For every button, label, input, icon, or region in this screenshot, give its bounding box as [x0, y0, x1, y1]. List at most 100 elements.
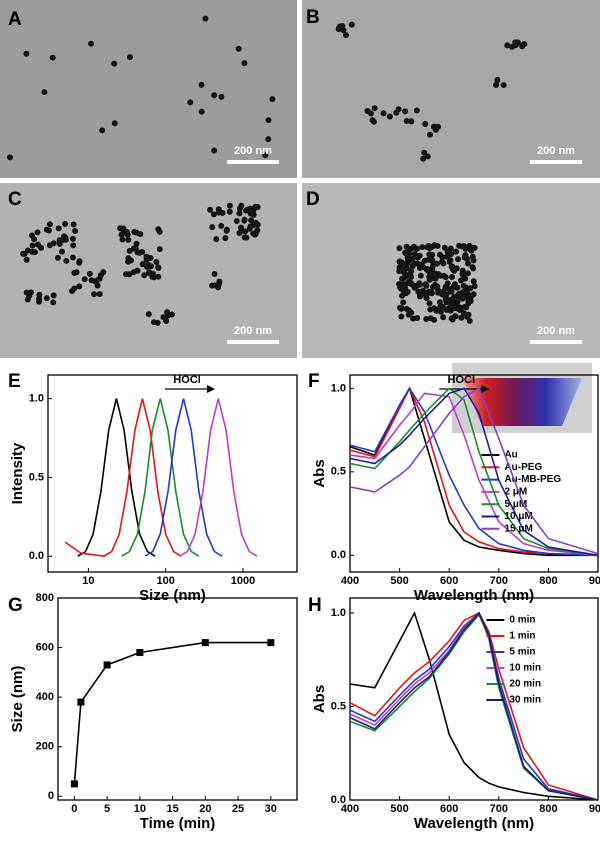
x-tick-label: 400 — [341, 803, 359, 815]
nanoparticle — [448, 274, 455, 281]
y-axis-label: Size (nm) — [9, 666, 26, 733]
y-tick-label: 0 — [48, 790, 54, 802]
legend-label: 0 min — [509, 615, 535, 626]
data-point — [267, 639, 275, 647]
x-tick-label: 15 — [166, 803, 178, 815]
x-tick-label: 25 — [232, 803, 244, 815]
nanoparticle — [446, 298, 453, 305]
nanoparticle — [46, 221, 53, 228]
nanoparticle — [413, 107, 420, 114]
nanoparticle — [398, 275, 405, 282]
nanoparticle — [219, 210, 226, 217]
nanoparticle — [126, 54, 133, 61]
nanoparticle — [424, 244, 431, 251]
nanoparticle — [141, 272, 148, 279]
nanoparticle — [441, 244, 448, 251]
nanoparticle — [440, 272, 447, 279]
nanoparticle — [462, 275, 469, 282]
series-line — [349, 392, 599, 557]
nanoparticle — [465, 297, 472, 304]
nanoparticle — [426, 273, 433, 280]
nanoparticle — [222, 235, 229, 242]
data-point — [201, 639, 209, 647]
nanoparticle — [50, 299, 57, 306]
nanoparticle — [410, 315, 417, 322]
x-tick-label: 600 — [440, 803, 458, 815]
nanoparticle — [457, 307, 464, 314]
nanoparticle — [76, 283, 83, 290]
nanoparticle — [69, 254, 76, 261]
nanoparticle — [87, 40, 94, 47]
legend-label: Au-PEG — [504, 462, 542, 473]
nanoparticle — [218, 222, 225, 229]
series-line — [179, 398, 258, 557]
legend-label: 5 μM — [504, 499, 527, 510]
nanoparticle — [29, 248, 36, 255]
nanoparticle — [465, 311, 472, 318]
nanoparticle — [241, 60, 248, 67]
nanoparticle — [70, 221, 77, 228]
nanoparticle — [407, 272, 414, 279]
y-tick-label: 1.0 — [331, 607, 346, 619]
nanoparticle — [207, 206, 214, 213]
nanoparticle — [23, 289, 30, 296]
x-tick-label: 10 — [82, 575, 94, 587]
nanoparticle — [119, 236, 126, 243]
nanoparticle — [462, 252, 469, 259]
nanoparticle — [396, 245, 403, 252]
nanoparticle — [406, 307, 413, 314]
nanoparticle — [218, 93, 225, 100]
nanoparticle — [265, 136, 272, 143]
nanoparticle — [155, 273, 162, 280]
nanoparticle — [404, 255, 411, 262]
nanoparticle — [134, 249, 141, 256]
nanoparticle — [198, 81, 205, 88]
nanoparticle — [125, 236, 132, 243]
nanoparticle — [468, 292, 475, 299]
nanoparticle — [423, 315, 430, 322]
scale-bar — [227, 340, 279, 344]
nanoparticle — [423, 295, 430, 302]
x-axis-label: Wavelength (nm) — [414, 587, 534, 604]
scale-bar — [227, 160, 279, 164]
legend-label: Au-MB-PEG — [504, 474, 561, 485]
annotation-arrowhead — [207, 385, 216, 393]
nanoparticle — [429, 251, 436, 258]
nanoparticle — [371, 105, 378, 112]
nanoparticle — [248, 217, 255, 224]
nanoparticle — [252, 220, 259, 227]
series-line — [77, 398, 156, 557]
tem-image — [0, 0, 297, 178]
nanoparticle — [24, 296, 31, 303]
nanoparticle — [76, 259, 83, 266]
nanoparticle — [396, 258, 403, 265]
x-tick-label: 700 — [490, 575, 508, 587]
nanoparticle — [43, 295, 50, 302]
nanoparticle — [139, 261, 146, 268]
nanoparticle — [396, 268, 403, 275]
legend-label: 10 min — [509, 663, 541, 674]
nanoparticle — [7, 154, 14, 161]
x-tick-label: 900 — [589, 575, 600, 587]
nanoparticle — [435, 287, 442, 294]
series-line — [349, 610, 599, 801]
nanoparticle — [401, 288, 408, 295]
legend-label: Au — [504, 450, 517, 461]
nanoparticle — [130, 269, 137, 276]
nanoparticle — [402, 108, 409, 115]
nanoparticle — [416, 280, 423, 287]
nanoparticle — [494, 76, 501, 83]
scale-label: 200 nm — [234, 145, 272, 157]
nanoparticle — [426, 300, 433, 307]
x-tick-label: 10 — [134, 803, 146, 815]
x-axis-label: Size (nm) — [139, 587, 206, 604]
legend-label: 5 min — [509, 647, 535, 658]
series-line — [349, 611, 599, 801]
nanoparticle — [81, 276, 88, 283]
nanoparticle — [465, 260, 472, 267]
nanoparticle — [431, 281, 438, 288]
nanoparticle — [452, 248, 459, 255]
nanoparticle — [56, 237, 63, 244]
nanoparticle — [440, 314, 447, 321]
x-tick-label: 400 — [341, 575, 359, 587]
